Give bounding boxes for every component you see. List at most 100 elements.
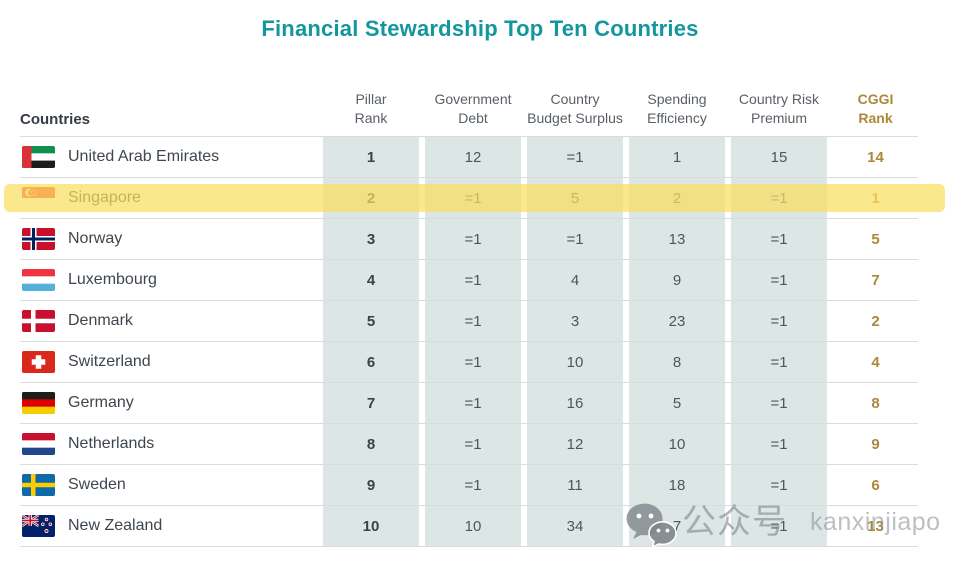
cell-pillar-rank: 2 [366,189,376,207]
cell-spending-efficiency: 18 [668,476,686,494]
cell-cggi-rank: 14 [867,148,884,166]
cell-risk-premium: =1 [770,312,788,330]
cell-budget-surplus: 12 [566,435,584,453]
no-flag-icon [22,228,55,250]
cell-spending-efficiency: 2 [672,189,682,207]
table-body: United Arab Emirates 1 12 =1 1 15 14 Singapore 2… [20,137,918,547]
cell-government-debt: =1 [464,189,482,207]
cell-pillar-rank: 7 [366,394,376,412]
country-cell: United Arab Emirates [20,146,323,168]
cell-pillar-rank: 5 [366,312,376,330]
column-header-spending-efficiency: Spending Efficiency [647,91,707,126]
cell-spending-efficiency: 10 [668,435,686,453]
cell-pillar-rank: 4 [366,271,376,289]
cell-pillar-rank: 6 [366,353,376,371]
cell-cggi-rank: 2 [871,312,880,330]
cell-budget-surplus: 5 [570,189,580,207]
cell-cggi-rank: 9 [871,435,880,453]
se-flag-icon [22,474,55,496]
country-name: Switzerland [68,353,151,370]
cell-budget-surplus: 4 [570,271,580,289]
cell-government-debt: =1 [464,353,482,371]
table-row-sweden: Sweden 9 =1 11 18 =1 6 [20,465,918,506]
cell-budget-surplus: 11 [567,476,583,494]
country-cell: Netherlands [20,433,323,455]
cell-budget-surplus: 16 [566,394,584,412]
table-row-singapore: Singapore 2 =1 5 2 =1 1 [20,178,918,219]
cell-government-debt: =1 [464,435,482,453]
country-cell: New Zealand [20,515,323,537]
country-name: Germany [68,394,134,411]
country-name: Sweden [68,476,126,493]
country-cell: Sweden [20,474,323,496]
cell-government-debt: =1 [464,476,482,494]
cell-risk-premium: =1 [770,353,788,371]
cell-pillar-rank: 1 [366,148,376,166]
country-name: Netherlands [68,435,155,452]
lu-flag-icon [22,269,55,291]
column-header-risk-premium: Country Risk Premium [738,91,820,126]
cell-risk-premium: =1 [770,394,788,412]
column-header-cggi-rank: CGGI Rank [857,91,894,126]
cell-budget-surplus: 3 [570,312,580,330]
cell-risk-premium: =1 [770,230,788,248]
cell-government-debt: 12 [464,148,482,166]
cell-risk-premium: =1 [770,435,788,453]
country-cell: Luxembourg [20,269,323,291]
cell-budget-surplus: =1 [566,230,584,248]
table-row-norway: Norway 3 =1 =1 13 =1 5 [20,219,918,260]
cell-cggi-rank: 8 [871,394,880,412]
country-cell: Switzerland [20,351,323,373]
cell-budget-surplus: 34 [566,517,584,535]
country-name: Singapore [68,189,141,206]
country-cell: Denmark [20,310,323,332]
column-header-pillar-rank: Pillar Rank [354,91,388,126]
country-name: Luxembourg [68,271,157,288]
country-name: Denmark [68,312,133,329]
table-header-row: Countries Pillar Rank Government Debt Coun… [20,80,918,137]
cell-cggi-rank: 1 [871,189,880,207]
ch-flag-icon [22,351,55,373]
cell-cggi-rank: 5 [871,230,880,248]
de-flag-icon [22,392,55,414]
cell-spending-efficiency: 8 [672,353,682,371]
cell-government-debt: 10 [464,517,482,535]
cell-risk-premium: =1 [770,476,788,494]
cell-risk-premium: =1 [770,517,788,535]
page-title: Financial Stewardship Top Ten Countries [261,16,699,41]
countries-column-header: Countries [20,111,91,128]
cell-pillar-rank: 10 [362,517,380,535]
nz-flag-icon [22,515,55,537]
cell-pillar-rank: 3 [366,230,376,248]
cell-budget-surplus: 10 [566,353,584,371]
cell-cggi-rank: 6 [871,476,880,494]
cell-cggi-rank: 4 [871,353,880,371]
table-row-netherlands: Netherlands 8 =1 12 10 =1 9 [20,424,918,465]
cell-spending-efficiency: 5 [672,394,682,412]
cell-spending-efficiency: 13 [668,230,686,248]
table-row-new-zealand: New Zealand 10 10 34 7 =1 13 [20,506,918,547]
cell-government-debt: =1 [464,394,482,412]
table-row-luxembourg: Luxembourg 4 =1 4 9 =1 7 [20,260,918,301]
country-cell: Germany [20,392,323,414]
cell-risk-premium: =1 [770,271,788,289]
ae-flag-icon [22,146,55,168]
sg-flag-icon [22,187,55,209]
nl-flag-icon [22,433,55,455]
cell-pillar-rank: 8 [366,435,376,453]
cell-cggi-rank: 13 [867,517,884,535]
cell-budget-surplus: =1 [566,148,584,166]
cell-spending-efficiency: 7 [672,517,682,535]
cell-spending-efficiency: 23 [668,312,686,330]
cell-government-debt: =1 [464,271,482,289]
table-row-denmark: Denmark 5 =1 3 23 =1 2 [20,301,918,342]
country-name: New Zealand [68,517,163,534]
rankings-table: Countries Pillar Rank Government Debt Coun… [20,80,918,547]
cell-pillar-rank: 9 [366,476,376,494]
table-row-switzerland: Switzerland 6 =1 10 8 =1 4 [20,342,918,383]
cell-cggi-rank: 7 [871,271,880,289]
cell-spending-efficiency: 1 [672,148,682,166]
country-name: Norway [68,230,123,247]
cell-government-debt: =1 [464,312,482,330]
country-name: United Arab Emirates [68,148,220,165]
